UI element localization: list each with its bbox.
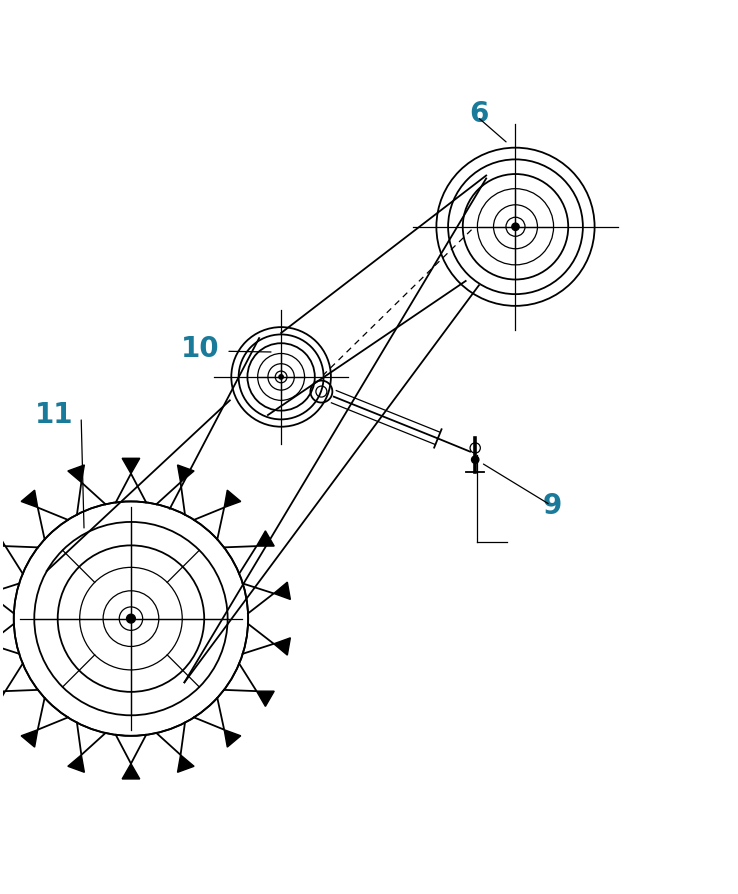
- Circle shape: [126, 614, 135, 623]
- Polygon shape: [0, 691, 5, 706]
- Polygon shape: [21, 730, 38, 747]
- Text: 11: 11: [35, 401, 73, 428]
- Polygon shape: [21, 491, 38, 508]
- Polygon shape: [123, 763, 139, 779]
- Polygon shape: [257, 691, 275, 706]
- Polygon shape: [178, 755, 194, 772]
- Circle shape: [512, 224, 519, 232]
- Text: 10: 10: [182, 334, 220, 362]
- Polygon shape: [0, 531, 5, 546]
- Polygon shape: [68, 466, 84, 483]
- Polygon shape: [224, 730, 241, 747]
- Polygon shape: [68, 755, 84, 772]
- Circle shape: [279, 375, 283, 380]
- Polygon shape: [224, 491, 241, 508]
- Text: 6: 6: [469, 100, 489, 128]
- Polygon shape: [274, 638, 290, 655]
- Polygon shape: [178, 466, 194, 483]
- Text: 9: 9: [542, 492, 562, 519]
- Polygon shape: [274, 583, 290, 600]
- Circle shape: [472, 457, 479, 464]
- Polygon shape: [257, 531, 275, 546]
- Polygon shape: [123, 459, 139, 474]
